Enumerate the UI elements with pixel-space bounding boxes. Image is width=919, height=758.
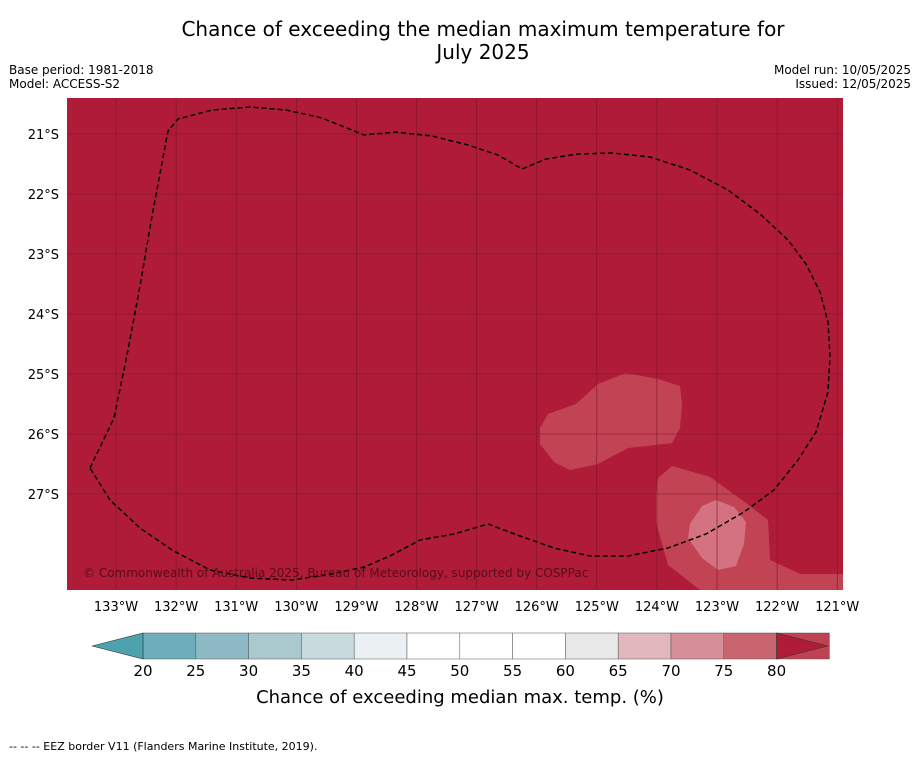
longitude-label: 129°W (334, 600, 378, 615)
colorbar-segment (142, 632, 197, 660)
title-line-2: July 2025 (436, 40, 530, 64)
colorbar-label: Chance of exceeding median max. temp. (%… (256, 687, 664, 708)
colorbar-segment (301, 632, 355, 660)
probability-shading (540, 373, 843, 590)
longitude-label: 133°W (94, 600, 138, 615)
copyright-text: © Commonwealth of Australia 2025, Bureau… (83, 566, 588, 580)
colorbar-tick-label: 35 (292, 662, 311, 680)
latitude-label: 22°S (28, 188, 59, 203)
latitude-label: 23°S (28, 248, 59, 263)
colorbar-segment (512, 632, 566, 660)
colorbar-segment (565, 632, 619, 660)
colorbar-segment (670, 632, 725, 660)
latitude-label: 26°S (28, 428, 59, 443)
latitude-label: 27°S (28, 488, 59, 503)
colorbar-tick-label: 75 (714, 662, 733, 680)
colorbar-tick-label: 45 (397, 662, 416, 680)
longitude-labels: 133°W 132°W 131°W 130°W 129°W 128°W 127°W 126°W… (94, 600, 860, 615)
colorbar-tick-label: 40 (345, 662, 364, 680)
eez-footnote: -- -- -- EEZ border V11 (Flanders Marine… (9, 740, 318, 753)
latitude-labels: 21°S 22°S 23°S 24°S 25°S 26°S 27°S (28, 128, 59, 503)
colorbar-segment (406, 632, 461, 660)
title-line-1: Chance of exceeding the median maximum t… (181, 17, 785, 41)
latitude-label: 21°S (28, 128, 59, 143)
longitude-label: 127°W (455, 600, 499, 615)
colorbar-segment (353, 632, 408, 660)
longitude-label: 122°W (755, 600, 799, 615)
colorbar-segment (195, 632, 249, 660)
model-name: Model: ACCESS-S2 (9, 77, 121, 91)
colorbar-tick-label: 70 (661, 662, 680, 680)
colorbar-tick-label: 30 (239, 662, 258, 680)
longitude-label: 124°W (635, 600, 679, 615)
meta-right: Model run: 10/05/2025 Issued: 12/05/2025 (774, 63, 911, 91)
latitude-label: 24°S (28, 308, 59, 323)
colorbar-tick-label: 55 (503, 662, 522, 680)
longitude-label: 131°W (214, 600, 258, 615)
longitude-label: 121°W (815, 600, 859, 615)
colorbar-segment (248, 632, 302, 660)
longitude-label: 132°W (154, 600, 198, 615)
chart-title: Chance of exceeding the median maximum t… (0, 18, 919, 64)
longitude-label: 125°W (575, 600, 619, 615)
colorbar-tick-label: 25 (186, 662, 205, 680)
longitude-label: 126°W (515, 600, 559, 615)
colorbar-tick-label: 20 (133, 662, 152, 680)
longitude-label: 123°W (695, 600, 739, 615)
colorbar-segment (459, 632, 513, 660)
colorbar-over-arrow (776, 632, 829, 660)
colorbar-under-arrow (91, 632, 144, 660)
colorbar-segment (617, 632, 672, 660)
meta-left: Base period: 1981-2018 Model: ACCESS-S2 (9, 63, 154, 91)
colorbar-tick-label: 50 (450, 662, 469, 680)
colorbar-tick-label: 80 (767, 662, 786, 680)
issued-date: Issued: 12/05/2025 (795, 77, 911, 91)
eez-border (89, 106, 831, 581)
colorbar: 20 25 30 35 40 45 50 55 60 65 70 75 80 (91, 632, 830, 680)
latitude-label: 25°S (28, 368, 59, 383)
band-75-80-east (540, 373, 682, 470)
graticule (67, 98, 843, 590)
colorbar-segment (723, 632, 777, 660)
colorbar-tick-label: 65 (609, 662, 628, 680)
longitude-label: 128°W (394, 600, 438, 615)
colorbar-tick-label: 60 (556, 662, 575, 680)
base-period: Base period: 1981-2018 (9, 63, 154, 77)
band-75-80-southeast (656, 466, 843, 590)
model-run: Model run: 10/05/2025 (773, 63, 911, 77)
longitude-label: 130°W (274, 600, 318, 615)
